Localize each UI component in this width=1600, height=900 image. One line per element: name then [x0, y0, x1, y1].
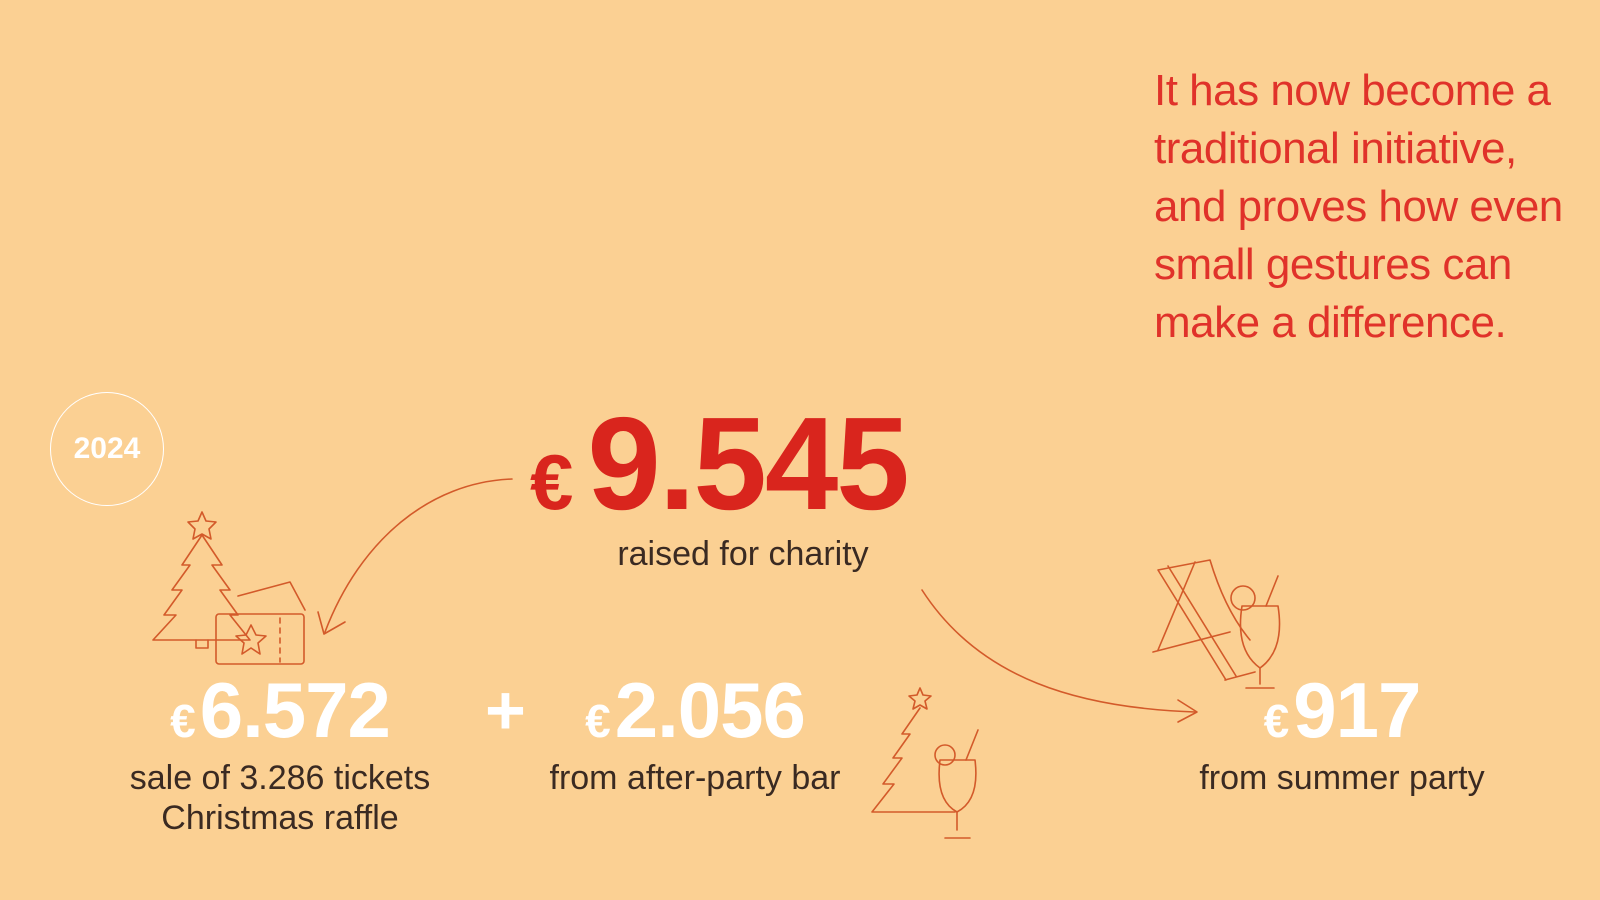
raffle-label: sale of 3.286 tickets Christmas raffle	[90, 758, 470, 838]
total-value: 9.545	[587, 390, 909, 537]
arrow-right-icon	[921, 589, 1198, 723]
raffle-value: 6.572	[199, 666, 391, 754]
summer-value: 917	[1293, 666, 1421, 754]
year-badge: 2024	[50, 392, 164, 506]
summer-amount: €917	[1222, 670, 1462, 750]
deck-chair-cocktail-icon	[1152, 559, 1281, 689]
total-amount: €9.545	[530, 398, 910, 530]
summer-currency: €	[1263, 695, 1290, 747]
christmas-tree-cocktail-icon	[871, 687, 979, 839]
arrow-left-icon	[317, 478, 513, 635]
bar-currency: €	[585, 695, 611, 747]
raffle-amount: €6.572	[150, 670, 410, 750]
total-label: raised for charity	[617, 535, 869, 573]
plus-sign: +	[485, 671, 526, 749]
bar-label: from after-party bar	[549, 759, 841, 797]
summer-label: from summer party	[1199, 759, 1485, 797]
raffle-label-line1: sale of 3.286 tickets	[129, 759, 431, 797]
christmas-tree-ticket-icon	[152, 511, 306, 665]
raffle-label-line2: Christmas raffle	[161, 799, 399, 837]
bar-amount: €2.056	[565, 670, 825, 750]
total-currency: €	[530, 438, 574, 526]
year-text: 2024	[73, 432, 141, 465]
bar-value: 2.056	[614, 666, 806, 754]
quote-text: It has now become a traditional initiati…	[1154, 66, 1563, 347]
raffle-currency: €	[170, 695, 196, 747]
